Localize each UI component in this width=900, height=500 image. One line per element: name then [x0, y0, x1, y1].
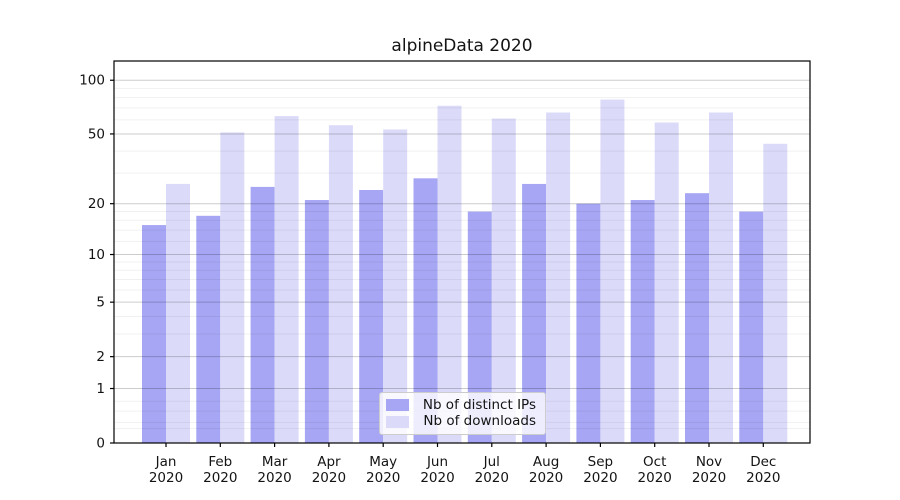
x-tick-label-year-jan: 2020 — [149, 470, 183, 486]
bar-downloads-sep — [600, 99, 625, 443]
y-tick-label-5: 5 — [96, 295, 105, 311]
bar-distinct-ips-mar — [250, 186, 275, 443]
legend-label-distinct-ips: Nb of distinct IPs — [422, 396, 536, 413]
y-tick-label-0: 0 — [96, 436, 105, 452]
x-tick-label-month-oct: Oct — [643, 454, 666, 470]
y-tick-label-50: 50 — [88, 126, 105, 142]
x-tick-label-year-feb: 2020 — [203, 470, 237, 486]
x-tick-label-year-dec: 2020 — [746, 470, 780, 486]
bar-distinct-ips-nov — [685, 193, 709, 443]
legend-row-distinct-ips: Nb of distinct IPs — [386, 396, 536, 413]
bar-downloads-oct — [654, 122, 679, 443]
y-tick-label-1: 1 — [96, 381, 105, 397]
x-tick-label-month-aug: Aug — [533, 454, 559, 470]
x-tick-label-month-jun: Jun — [426, 454, 448, 470]
bar-distinct-ips-apr — [304, 200, 329, 443]
x-tick-label-month-sep: Sep — [588, 454, 613, 470]
x-tick-label-year-sep: 2020 — [583, 470, 617, 486]
bar-downloads-aug — [546, 112, 571, 444]
x-tick-label-year-oct: 2020 — [638, 470, 672, 486]
x-tick-label-year-may: 2020 — [366, 470, 400, 486]
x-tick-label-month-jan: Jan — [155, 454, 177, 470]
x-tick-label-month-feb: Feb — [208, 454, 232, 470]
chart-title: alpineData 2020 — [391, 36, 533, 56]
bar-distinct-ips-oct — [630, 200, 655, 443]
bar-distinct-ips-dec — [739, 211, 764, 443]
bar-downloads-jan — [166, 183, 190, 443]
x-tick-label-year-apr: 2020 — [312, 470, 346, 486]
y-tick-label-10: 10 — [88, 247, 105, 263]
y-tick-label-100: 100 — [79, 73, 105, 89]
bar-downloads-jul — [491, 118, 516, 444]
legend-swatch-downloads — [386, 415, 409, 428]
plot-border — [113, 60, 811, 444]
bar-downloads-dec — [763, 143, 788, 443]
y-tick-label-2: 2 — [96, 349, 105, 365]
x-tick-label-month-may: May — [369, 454, 397, 470]
y-tick-label-20: 20 — [88, 196, 105, 212]
x-tick-label-year-aug: 2020 — [529, 470, 563, 486]
bar-distinct-ips-sep — [576, 203, 601, 443]
legend-label-downloads: Nb of downloads — [423, 413, 536, 430]
bar-downloads-mar — [274, 116, 299, 443]
bar-downloads-jun — [437, 105, 462, 443]
x-tick-label-month-mar: Mar — [262, 454, 288, 470]
bar-downloads-apr — [328, 125, 353, 444]
bar-downloads-feb — [220, 132, 245, 444]
x-tick-label-month-apr: Apr — [317, 454, 341, 470]
x-tick-label-year-jun: 2020 — [420, 470, 454, 486]
x-tick-label-year-jul: 2020 — [475, 470, 509, 486]
x-tick-label-month-nov: Nov — [696, 454, 722, 470]
bar-downloads-nov — [709, 112, 733, 444]
x-tick-label-year-nov: 2020 — [692, 470, 726, 486]
x-tick-label-year-mar: 2020 — [257, 470, 291, 486]
legend: Nb of distinct IPs Nb of downloads — [379, 392, 546, 435]
x-tick-label-month-jul: Jul — [483, 454, 500, 470]
bar-distinct-ips-feb — [196, 215, 221, 443]
legend-swatch-distinct-ips — [386, 399, 409, 412]
bar-distinct-ips-jan — [142, 225, 166, 443]
bar-downloads-may — [383, 129, 408, 443]
x-tick-label-month-dec: Dec — [750, 454, 776, 470]
legend-row-downloads: Nb of downloads — [386, 414, 536, 429]
